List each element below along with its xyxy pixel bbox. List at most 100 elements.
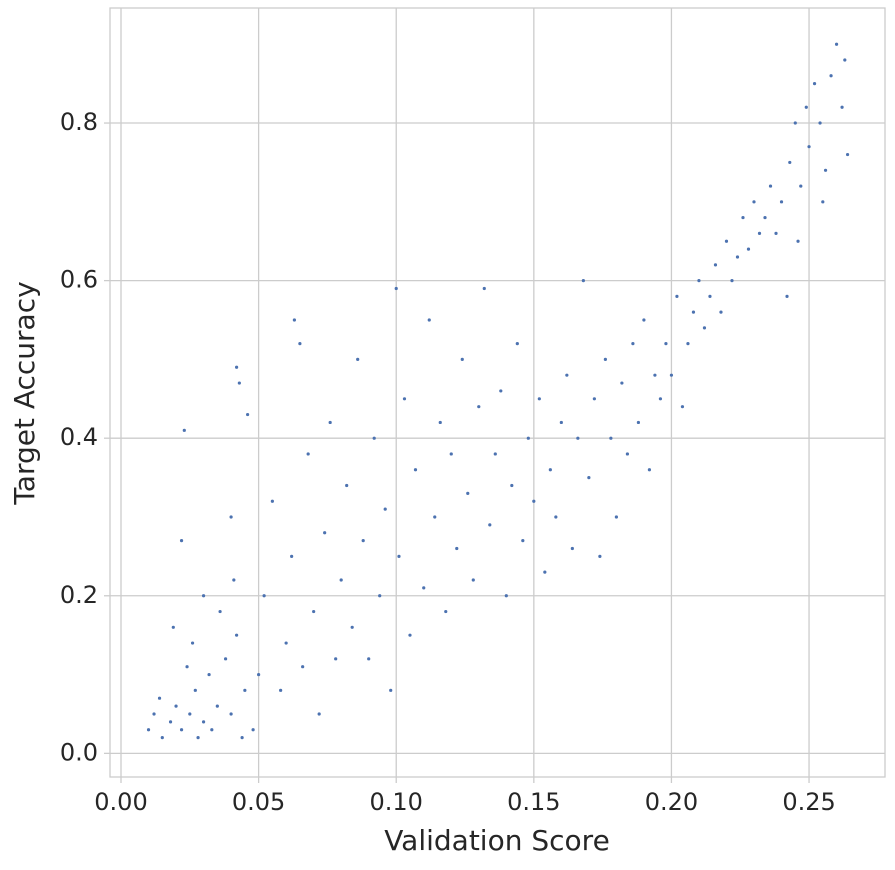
point — [653, 373, 657, 377]
point — [378, 594, 382, 598]
point — [823, 168, 828, 172]
point — [234, 633, 239, 637]
point — [408, 633, 412, 637]
point — [793, 121, 797, 125]
point — [799, 184, 803, 188]
point — [592, 397, 596, 401]
point — [532, 499, 536, 503]
point — [201, 594, 206, 598]
point — [402, 397, 407, 401]
point — [680, 405, 685, 409]
point — [526, 436, 530, 440]
point — [763, 215, 767, 220]
point — [804, 105, 808, 109]
point — [576, 436, 580, 440]
point — [614, 515, 618, 519]
point — [757, 231, 762, 235]
point — [466, 491, 470, 495]
point — [237, 381, 241, 385]
point — [603, 357, 607, 362]
point — [298, 342, 302, 346]
point — [719, 310, 723, 314]
point — [675, 294, 679, 298]
point — [201, 720, 206, 724]
point — [350, 625, 354, 629]
x-tick-label: 0.05 — [232, 788, 285, 816]
point — [328, 420, 332, 425]
point — [449, 452, 453, 456]
point — [152, 712, 156, 716]
point — [735, 255, 740, 259]
point — [746, 247, 751, 251]
point — [232, 578, 236, 582]
point — [229, 712, 233, 716]
point — [196, 736, 200, 740]
x-tick-label: 0.20 — [645, 788, 698, 816]
point — [515, 342, 519, 346]
point — [768, 184, 773, 188]
point — [691, 310, 696, 314]
point — [587, 475, 591, 480]
point — [251, 728, 255, 732]
point — [840, 105, 844, 109]
point — [229, 515, 233, 519]
point — [413, 468, 418, 472]
point — [642, 318, 646, 322]
x-axis-label: Validation Score — [384, 824, 610, 857]
point — [182, 428, 186, 432]
point — [631, 342, 635, 346]
point — [581, 279, 585, 283]
point — [829, 74, 833, 78]
point — [664, 342, 668, 346]
y-axis-label: Target Accuracy — [8, 281, 41, 505]
point — [471, 578, 475, 582]
point — [317, 712, 321, 716]
point — [620, 381, 624, 385]
point — [741, 215, 745, 220]
y-tick-label: 0.0 — [60, 738, 98, 766]
point — [171, 625, 175, 629]
point — [669, 373, 674, 377]
point — [493, 452, 497, 456]
point — [796, 239, 800, 243]
point — [504, 594, 508, 598]
point — [821, 200, 825, 204]
point — [818, 121, 822, 125]
point — [752, 200, 756, 204]
point — [279, 688, 283, 692]
point — [702, 326, 707, 330]
point — [807, 145, 811, 149]
point — [444, 609, 448, 614]
point — [609, 436, 613, 440]
point — [548, 468, 552, 472]
point — [724, 239, 729, 243]
x-tick-label: 0.10 — [370, 788, 423, 816]
point — [713, 263, 718, 267]
point — [292, 318, 296, 322]
point — [246, 412, 250, 417]
point — [636, 420, 641, 425]
point — [218, 609, 222, 614]
point — [625, 452, 630, 456]
y-tick-label: 0.4 — [60, 423, 98, 451]
point — [367, 657, 371, 661]
point — [345, 483, 349, 488]
point — [290, 554, 294, 558]
point — [383, 507, 387, 511]
point — [174, 704, 178, 708]
point — [460, 357, 464, 362]
point — [257, 672, 261, 677]
point — [647, 468, 652, 472]
point — [157, 696, 162, 700]
point — [240, 736, 244, 740]
point — [686, 342, 690, 346]
point — [521, 539, 525, 543]
point — [223, 657, 228, 661]
point — [207, 672, 211, 677]
y-tick-label: 0.6 — [60, 266, 98, 294]
point — [397, 554, 401, 558]
point — [455, 546, 459, 551]
x-tick-label: 0.25 — [782, 788, 835, 816]
point — [323, 531, 327, 535]
